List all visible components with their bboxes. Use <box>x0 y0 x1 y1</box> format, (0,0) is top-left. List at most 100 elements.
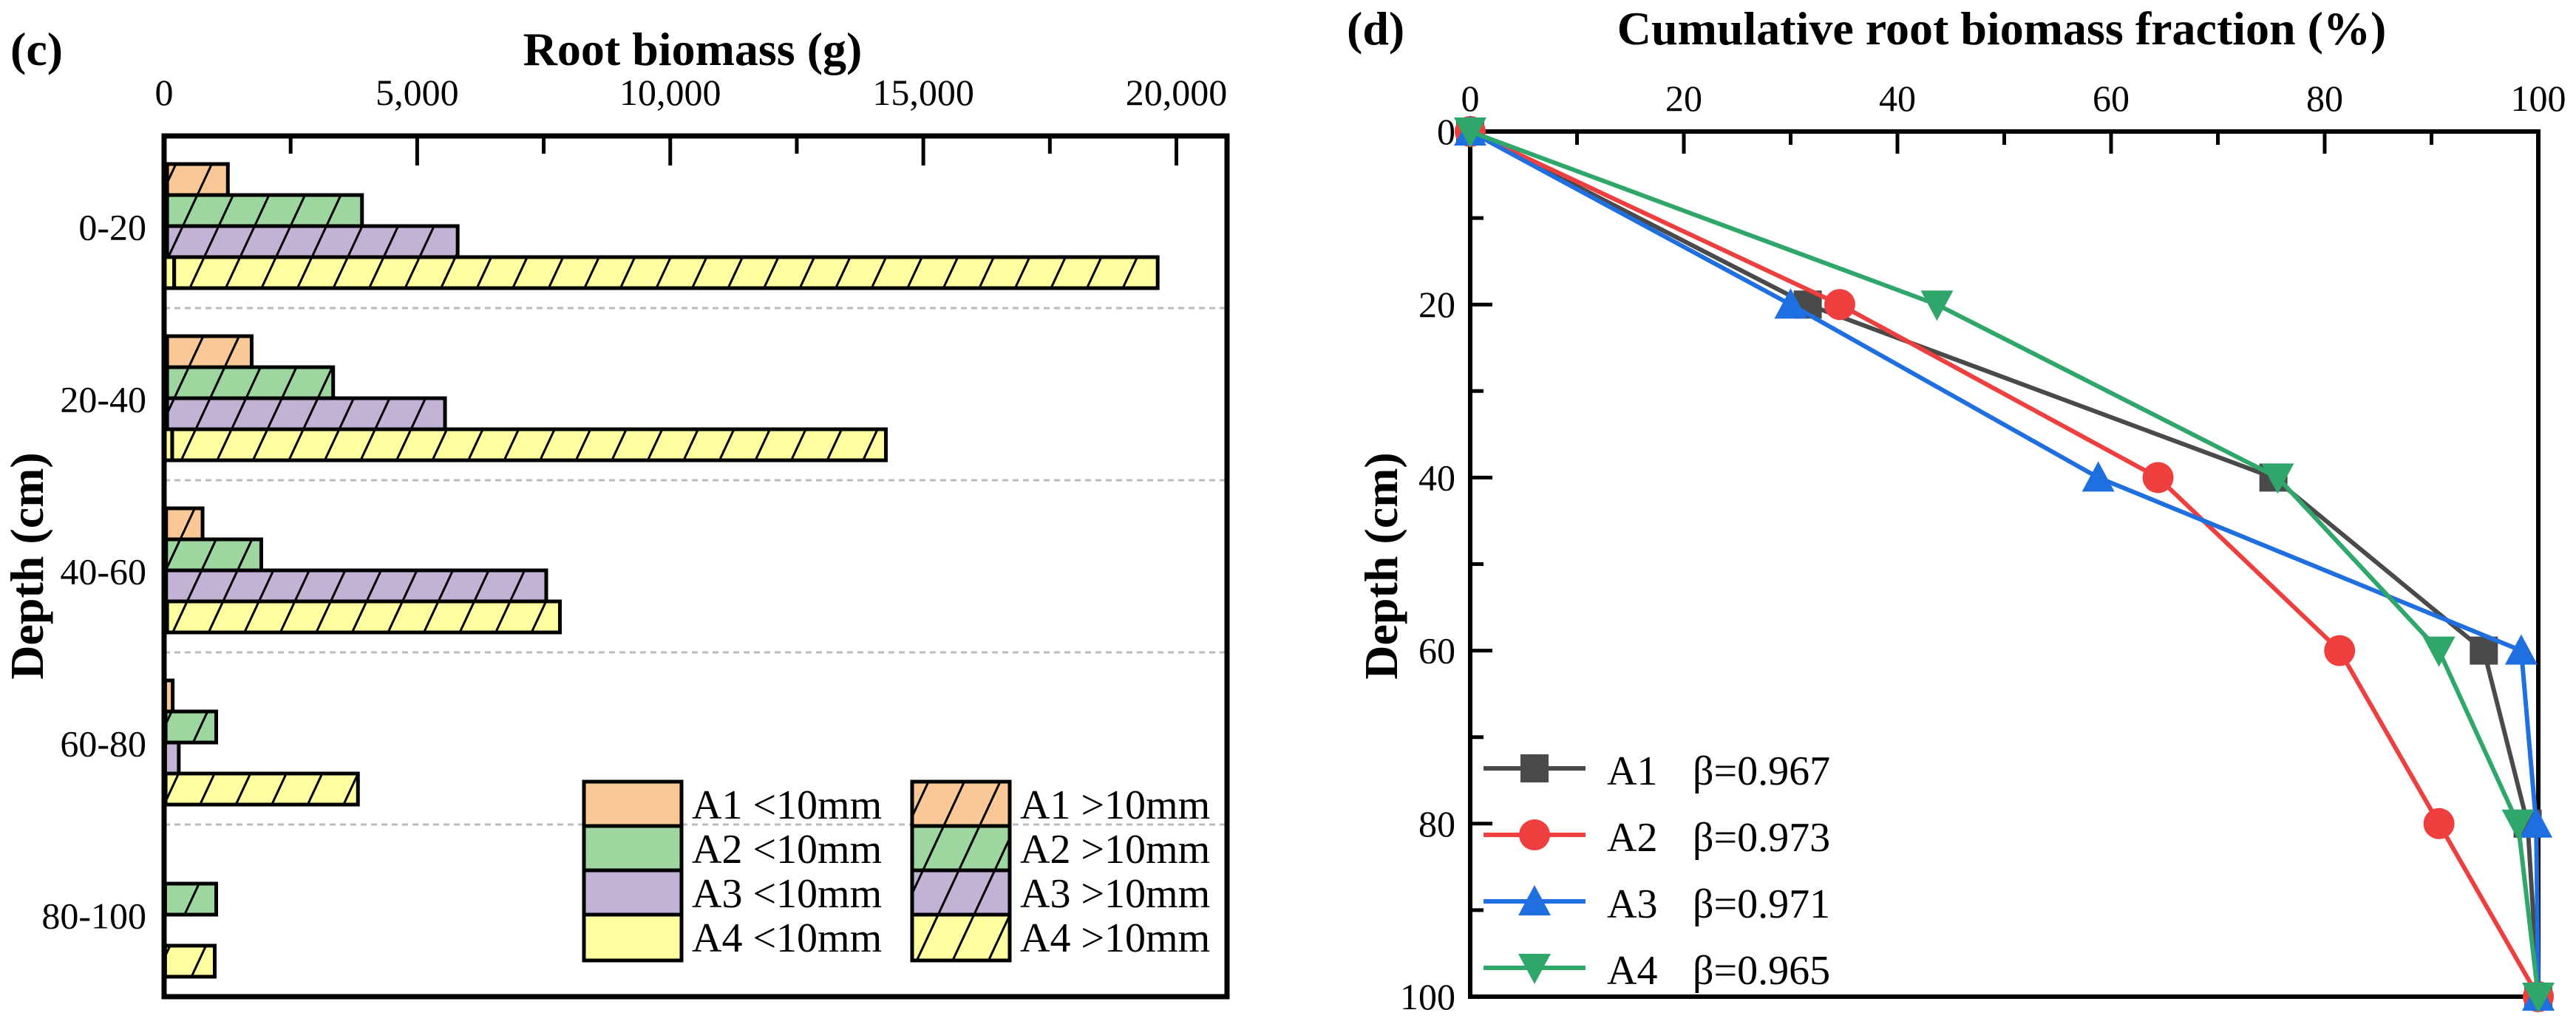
bar-a4-coarse <box>165 599 562 635</box>
bar-a2-coarse <box>165 365 336 400</box>
data-point-a3 <box>2081 461 2115 492</box>
data-point-a4 <box>2522 983 2555 1013</box>
data-point-a4 <box>2261 463 2294 494</box>
x-tick-label: 20,000 <box>1126 72 1228 113</box>
legend-swatch-a1-coarse <box>910 779 1012 830</box>
panel-d-line-chart: (d) Cumulative root biomass fraction (%)… <box>1347 2 2566 1017</box>
legend-beta: β=0.973 <box>1693 815 1830 861</box>
data-point-a2 <box>2423 808 2455 839</box>
panel-d-title: Cumulative root biomass fraction (%) <box>1617 2 2387 55</box>
y-tick-label: 60-80 <box>60 723 146 765</box>
legend-label: A4 <10mm <box>692 915 882 961</box>
data-point-a3 <box>1774 288 1807 319</box>
data-point-a4 <box>2422 636 2456 667</box>
legend-marker-a4 <box>1518 954 1551 984</box>
data-point-a3 <box>2504 634 2538 665</box>
x-tick-label: 60 <box>2093 78 2130 119</box>
legend-label: A3 <box>1607 881 1657 927</box>
bar-a3-coarse <box>165 224 460 259</box>
x-tick-label: 40 <box>1879 78 1916 119</box>
bar-a4-coarse <box>172 255 1160 290</box>
bar-a2-coarse <box>163 881 219 917</box>
bar-a3-coarse <box>163 740 181 776</box>
bar-a4-coarse <box>163 943 217 979</box>
x-tick-label: 100 <box>2511 78 2566 119</box>
legend-label: A3 >10mm <box>1020 871 1210 917</box>
legend-label: A4 <box>1607 948 1657 994</box>
series-a1 <box>1456 117 2552 1011</box>
bar-a1-coarse <box>165 334 254 369</box>
legend-label: A3 <10mm <box>692 871 882 917</box>
bar-a1-coarse <box>165 162 230 197</box>
data-point-a3 <box>2520 807 2553 838</box>
legend-swatch-a2-fine <box>582 824 684 874</box>
x-tick-label: 0 <box>155 72 174 113</box>
legend-swatch-a1-fine <box>582 779 684 830</box>
legend-swatch-a3-coarse <box>910 868 1012 918</box>
y-tick-label: 0 <box>1437 111 1455 152</box>
bar-a4-coarse <box>163 771 360 807</box>
panel-d-legend: A1 β=0.967 A2 β=0.973 A3 β=0.971 A4 β=0.965 <box>1484 748 1830 994</box>
y-tick-label: 40 <box>1418 457 1455 498</box>
series-line-a1 <box>1469 129 2541 997</box>
y-tick-label: 20-40 <box>60 379 146 420</box>
series-line-a4 <box>1469 129 2541 997</box>
legend-beta: β=0.965 <box>1693 948 1830 994</box>
legend-swatch-a4-fine <box>582 912 684 963</box>
bar-a2-coarse <box>163 709 219 745</box>
legend-label: A4 >10mm <box>1020 915 1210 961</box>
legend-marker-a3 <box>1518 885 1551 915</box>
series-a4 <box>1454 117 2555 1013</box>
y-tick-label: 0-20 <box>78 207 146 248</box>
panel-c-title: Root biomass (g) <box>523 23 863 75</box>
x-tick-label: 15,000 <box>872 72 974 113</box>
legend-swatch-a4-coarse <box>910 912 1012 963</box>
legend-label: A2 <10mm <box>692 827 882 873</box>
x-tick-label: 80 <box>2306 78 2343 119</box>
y-tick-label: 60 <box>1418 630 1455 672</box>
legend-beta: β=0.971 <box>1693 881 1830 927</box>
data-point-a4 <box>1454 117 1486 148</box>
data-point-a4 <box>2501 809 2535 840</box>
legend-beta: β=0.967 <box>1693 748 1830 794</box>
plot-frame <box>161 133 1230 1000</box>
bar-a3-coarse <box>164 568 548 604</box>
series-a2 <box>1455 116 2554 1012</box>
y-tick-label: 80 <box>1418 803 1455 844</box>
legend-label: A1 <box>1607 748 1657 794</box>
legend-label: A2 >10mm <box>1020 827 1210 873</box>
series-line-a2 <box>1469 129 2541 998</box>
panel-d-ylabel: Depth (cm) <box>1355 452 1407 679</box>
y-tick-label: 80-100 <box>41 895 146 937</box>
panel-c-legend: A1 <10mm A1 >10mm A2 <10mm A2 >10mm A3 <10mm… <box>582 779 1210 963</box>
legend-label: A1 >10mm <box>1020 782 1210 828</box>
legend-marker-a1 <box>1520 754 1549 782</box>
y-tick-label: 20 <box>1418 284 1455 325</box>
data-point-a4 <box>1920 290 1954 321</box>
x-tick-label: 0 <box>1461 78 1480 119</box>
bar-a1-coarse <box>164 506 205 542</box>
x-tick-label: 10,000 <box>619 72 721 113</box>
legend-swatch-a2-coarse <box>910 824 1012 874</box>
series-line-a3 <box>1469 129 2541 997</box>
panel-d-label: (d) <box>1347 2 1404 55</box>
x-tick-label: 5,000 <box>375 72 459 113</box>
bar-a3-coarse <box>165 396 447 431</box>
legend-marker-a2 <box>1519 819 1550 850</box>
bar-a4-coarse <box>170 427 888 462</box>
panel-c-label: (c) <box>10 23 63 75</box>
legend-label: A2 <box>1607 815 1657 861</box>
y-tick-label: 40-60 <box>60 551 146 593</box>
legend-swatch-a3-fine <box>582 868 684 918</box>
y-tick-label: 100 <box>1400 976 1455 1017</box>
bar-a2-coarse <box>164 537 263 573</box>
legend-label: A1 <10mm <box>692 782 882 828</box>
data-point-a2 <box>1824 289 1855 321</box>
series-a3 <box>1454 115 2555 1011</box>
panel-c-bar-chart: (c) Root biomass (g) Depth (cm) 0-20 20-4… <box>1 23 1230 1000</box>
bar-a2-coarse <box>165 193 364 228</box>
data-point-a2 <box>2142 462 2174 494</box>
x-tick-label: 20 <box>1665 78 1702 119</box>
data-point-a2 <box>2324 635 2356 666</box>
